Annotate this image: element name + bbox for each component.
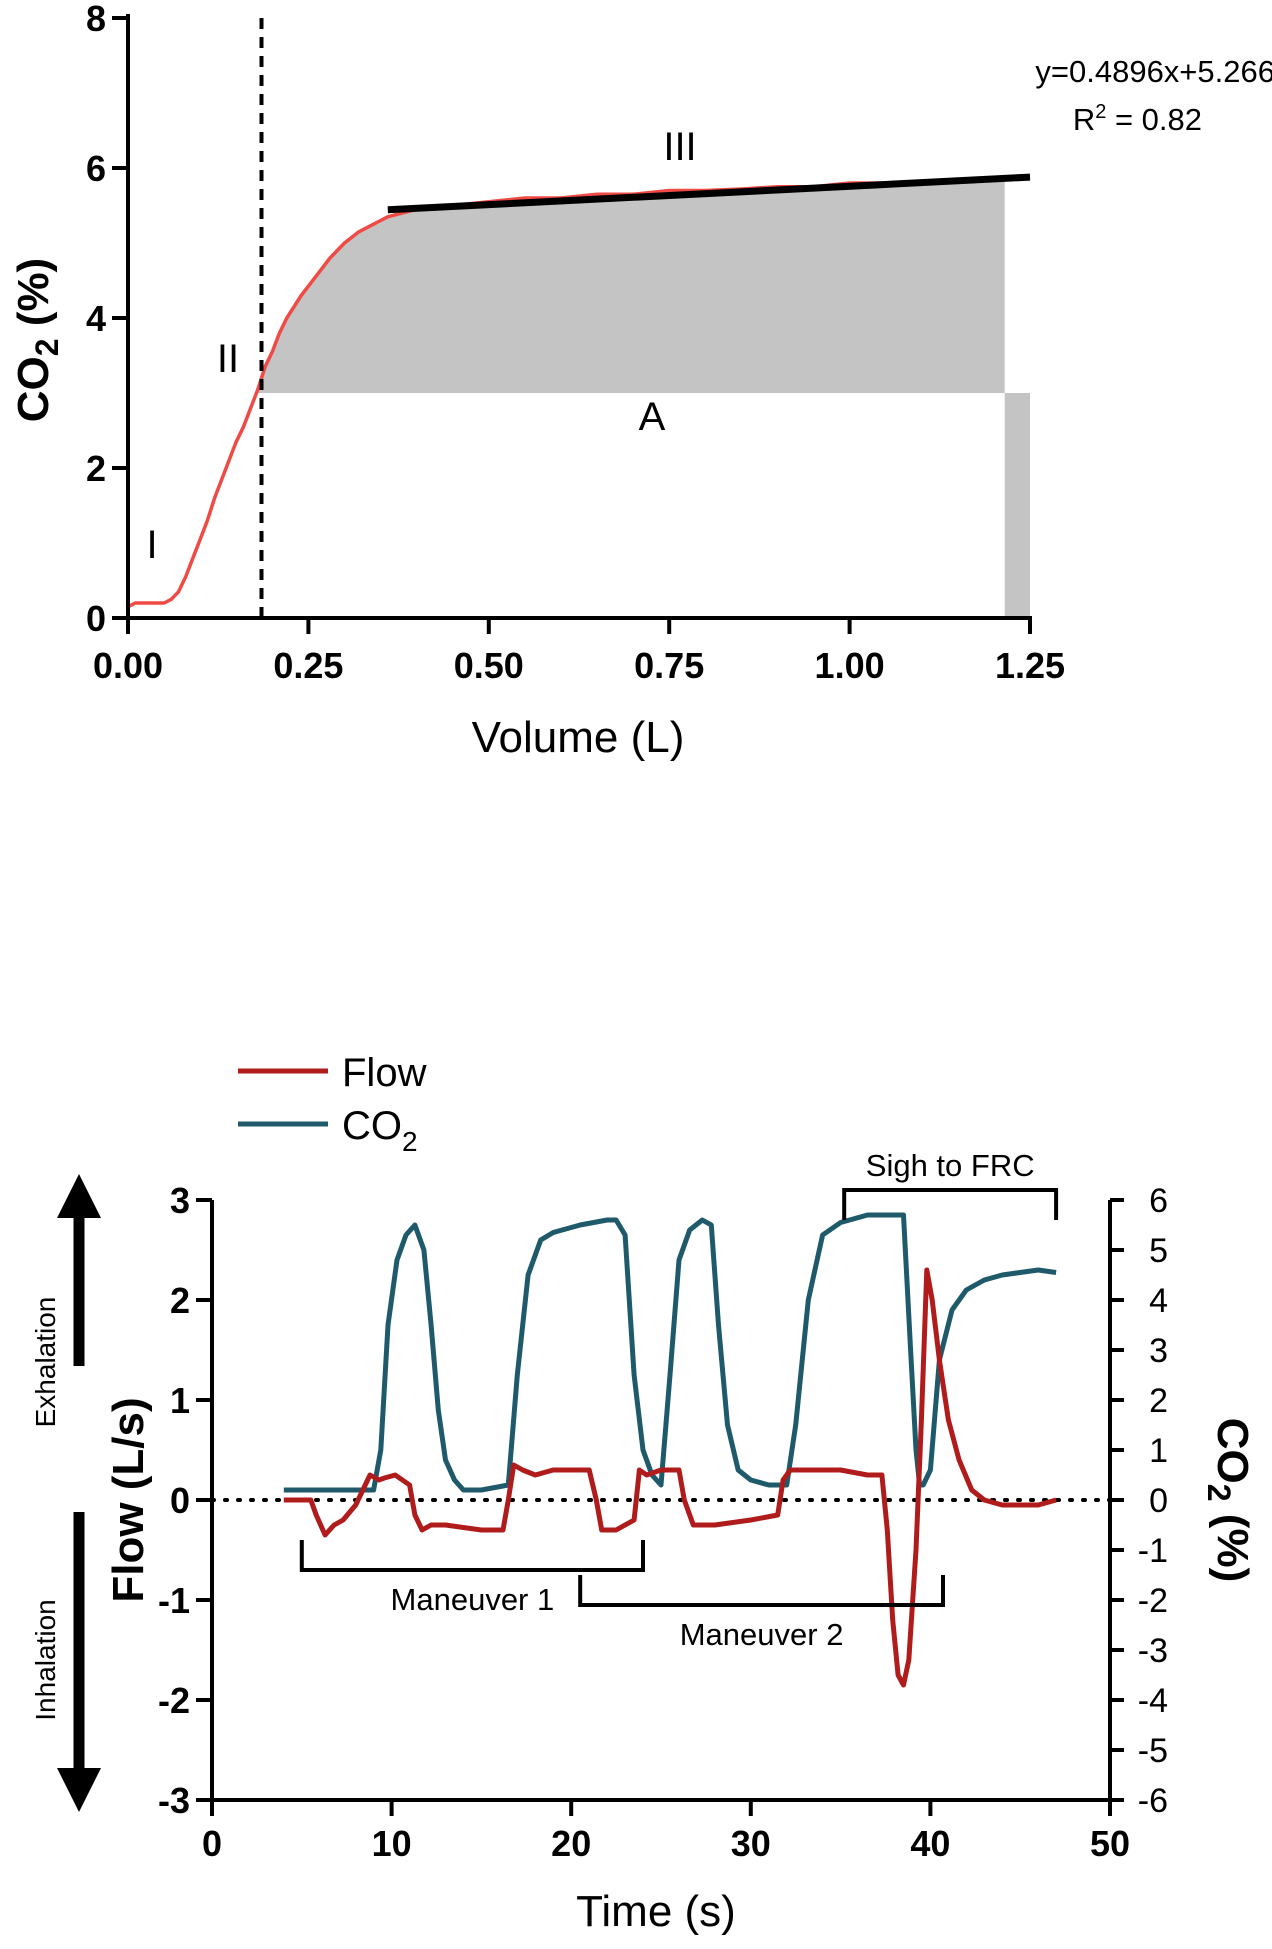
time-x-ticks: 0 10 20 30 40 50 (202, 1800, 1130, 1864)
time-x-tick-label: 10 (372, 1823, 412, 1864)
time-x-tick-label: 0 (202, 1823, 222, 1864)
bracket-label: Sigh to FRC (866, 1148, 1035, 1183)
fit-line (387, 173, 1031, 214)
co2-y-tick-label: 6 (1149, 1182, 1168, 1220)
co2-y-tick-label: 2 (1149, 1382, 1168, 1420)
phase-ii-label: II (217, 337, 239, 381)
co2-y-tick-label: -4 (1138, 1682, 1168, 1720)
flow-time-line (283, 1267, 1057, 1688)
legend: Flow CO2 (238, 1051, 427, 1157)
phase-iii-fit (387, 173, 1031, 214)
time-x-tick-label: 50 (1090, 1823, 1130, 1864)
flow-y-axis-title: Flow (L/s) (104, 1397, 153, 1602)
bracket-line (299, 1540, 645, 1572)
flow-y-tick-label: -2 (158, 1680, 190, 1721)
co2-y-tick-label: 5 (1149, 1232, 1168, 1270)
area-label: A (639, 395, 666, 439)
time-x-tick-label: 40 (910, 1823, 950, 1864)
capnogram-x-ticks: 0.00 0.25 0.50 0.75 1.00 1.25 (93, 618, 1065, 686)
flow-y-tick-label: 1 (170, 1380, 190, 1421)
co2-y-tick-label: 1 (1149, 1432, 1168, 1470)
area-a-fill (257, 177, 1005, 393)
capnogram-y-tick-label: 2 (86, 448, 106, 489)
flow-time-series (283, 1267, 1057, 1688)
phase-iii-label: III (663, 125, 696, 169)
co2-y-tick-label: 4 (1149, 1282, 1168, 1320)
co2-y-tick-label: 0 (1149, 1482, 1168, 1520)
capnogram-y-axis-title: CO2 (%) (9, 258, 65, 422)
capnogram-y-tick-label: 8 (86, 0, 106, 39)
capnogram-x-tick-label: 0.00 (93, 645, 163, 686)
capnogram-y-tick-label: 6 (86, 148, 106, 189)
co2-y-tick-label: -5 (1138, 1732, 1168, 1770)
co2-right-y-axis-title: CO2 (%) (1201, 1418, 1257, 1582)
bracket-line (842, 1188, 1059, 1220)
time-x-tick-label: 30 (731, 1823, 771, 1864)
flow-y-tick-label: -1 (158, 1580, 190, 1621)
co2-y-tick-label: 3 (1149, 1332, 1168, 1370)
flow-co2-axes (210, 1200, 1112, 1802)
capnogram-y-tick-label: 4 (86, 298, 106, 339)
capnogram-y-tick-label: 0 (86, 598, 106, 639)
capnogram-x-tick-label: 0.75 (634, 645, 704, 686)
fit-equation: y=0.4896x+5.266 (1035, 54, 1272, 89)
bracket-label: Maneuver 1 (391, 1582, 555, 1617)
phase-i-label: I (146, 523, 157, 567)
bracket-line (578, 1575, 945, 1607)
capnogram-x-tick-label: 1.00 (815, 645, 885, 686)
co2-y-ticks: -6 -5 -4 -3 -2 -1 0 1 2 3 4 5 6 (1110, 1182, 1168, 1820)
capnogram-x-axis-title: Volume (L) (472, 713, 685, 762)
flow-y-tick-label: 2 (170, 1280, 190, 1321)
flow-y-tick-label: -3 (158, 1780, 190, 1821)
exhalation-label: Exhalation (30, 1297, 61, 1428)
bracket-label: Maneuver 2 (680, 1617, 844, 1652)
legend-co2-label: CO2 (342, 1104, 418, 1157)
inhalation-label: Inhalation (30, 1599, 61, 1720)
legend-flow-label: Flow (342, 1051, 427, 1095)
capnogram-x-tick-label: 0.25 (273, 645, 343, 686)
phase-iii-area (257, 177, 1030, 618)
capnogram-y-ticks: 0 2 4 6 8 (86, 0, 128, 639)
fit-r-squared: R2 = 0.82 (1073, 101, 1202, 137)
co2-y-tick-label: -3 (1138, 1632, 1168, 1670)
time-x-axis-title: Time (s) (576, 1887, 736, 1936)
co2-y-tick-label: -1 (1138, 1532, 1168, 1570)
flow-co2-panel: Maneuver 1 Maneuver 2 Sigh to FRC -3 -2 -1 0 1… (30, 1051, 1257, 1936)
capnogram-x-tick-label: 0.50 (454, 645, 524, 686)
capnogram-panel: 0 2 4 6 8 0.00 0.25 0.50 0.75 1.00 1.25 Volume (L… (9, 0, 1272, 762)
flow-y-tick-label: 3 (170, 1180, 190, 1221)
time-x-tick-label: 20 (551, 1823, 591, 1864)
flow-y-tick-label: 0 (170, 1480, 190, 1521)
maneuver-brackets: Maneuver 1 Maneuver 2 Sigh to FRC (299, 1148, 1059, 1652)
area-a-tail-strip (1004, 393, 1030, 618)
flow-y-ticks: -3 -2 -1 0 1 2 3 (158, 1180, 212, 1821)
co2-y-tick-label: -6 (1138, 1782, 1168, 1820)
capnogram-x-tick-label: 1.25 (995, 645, 1065, 686)
co2-y-tick-label: -2 (1138, 1582, 1168, 1620)
